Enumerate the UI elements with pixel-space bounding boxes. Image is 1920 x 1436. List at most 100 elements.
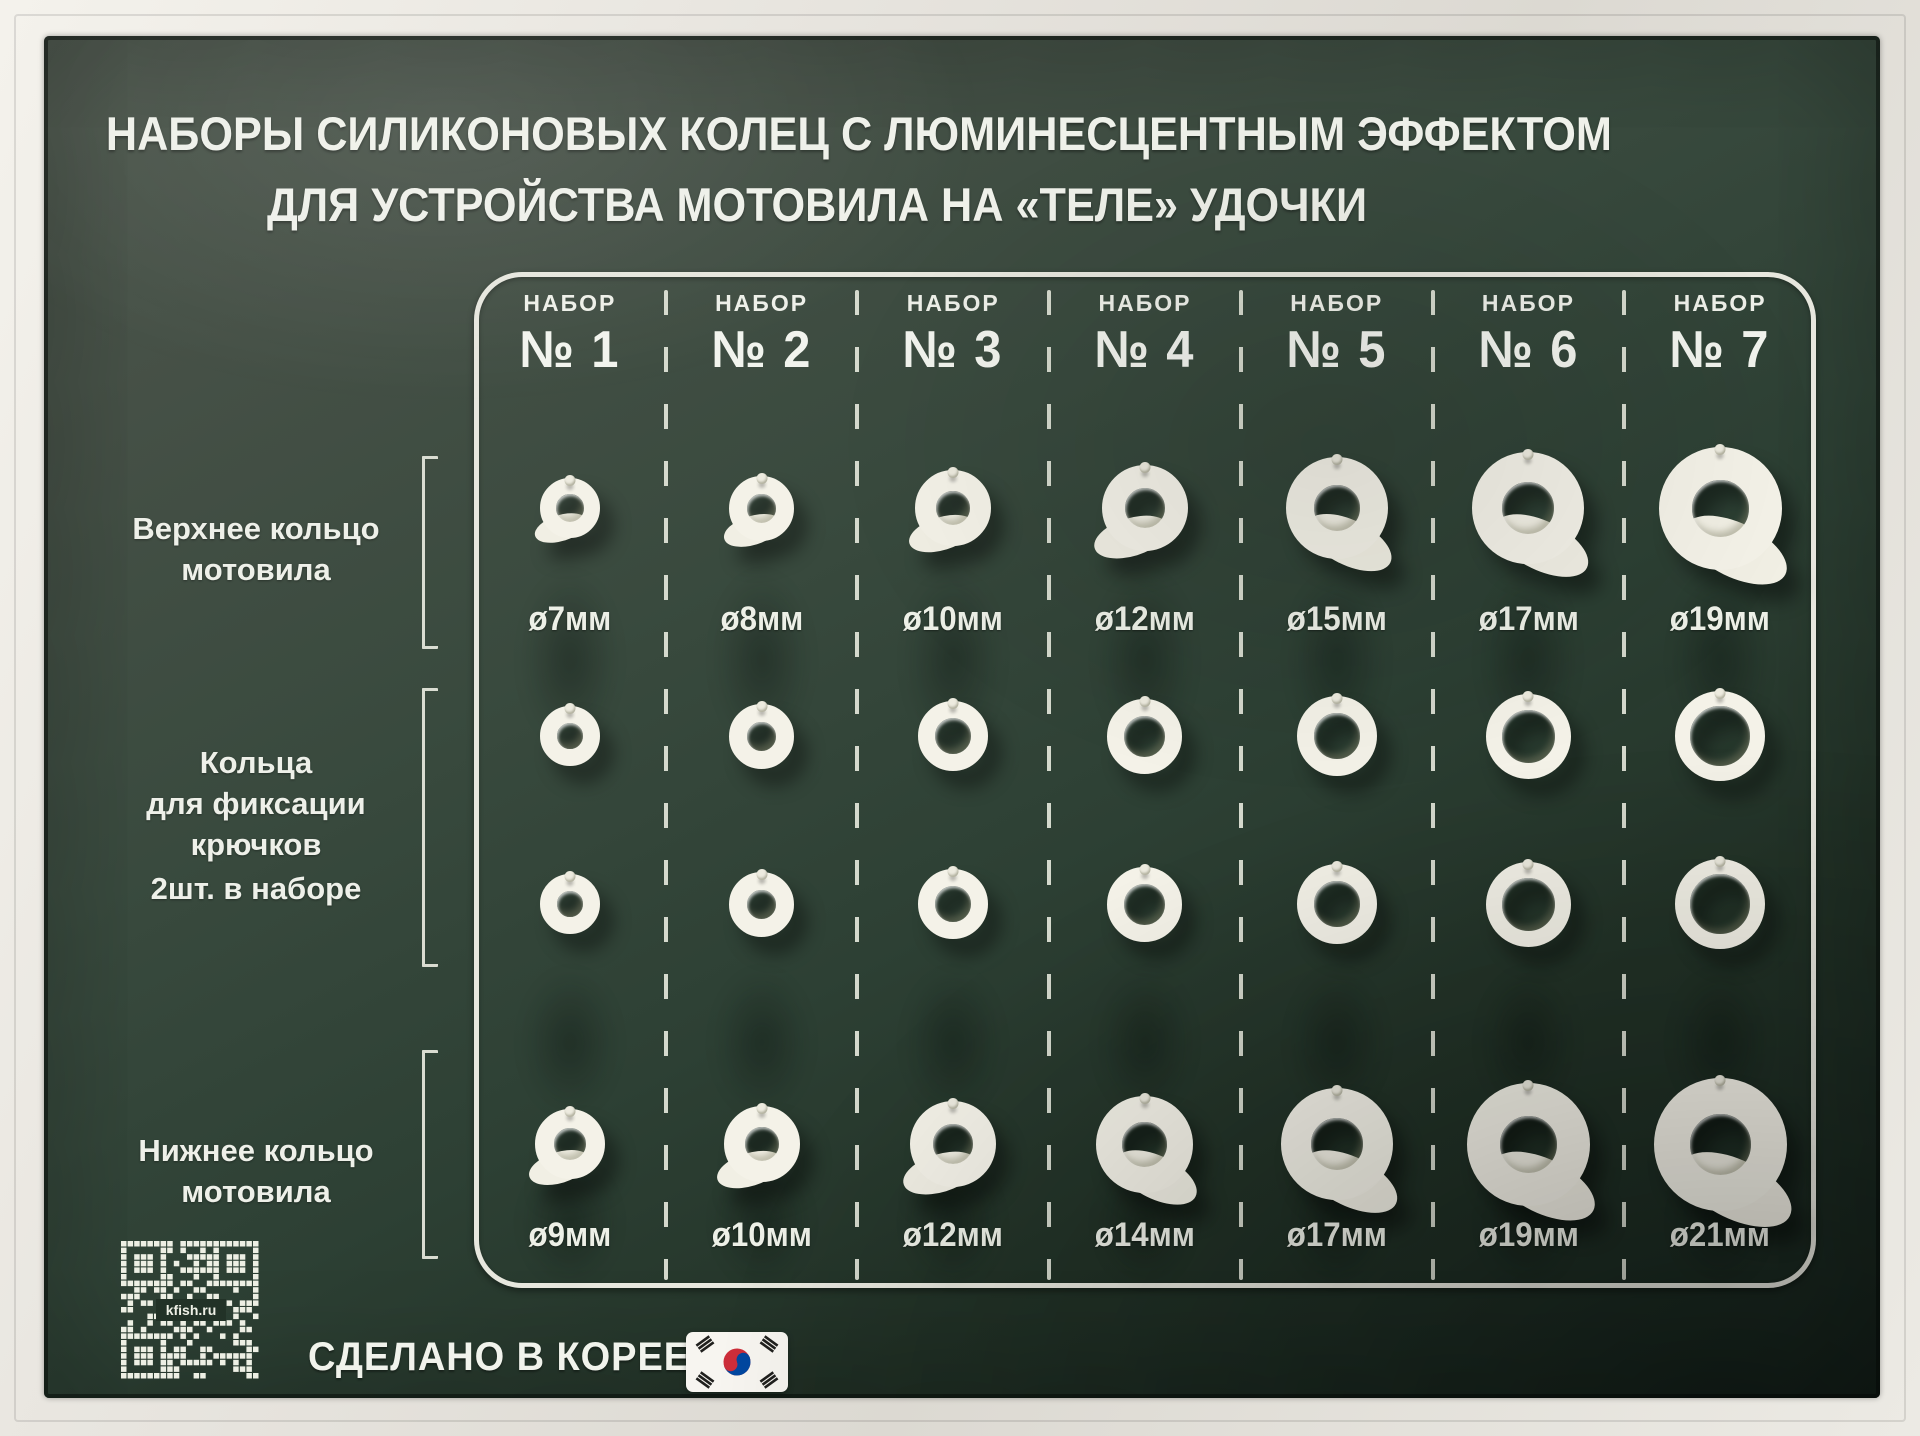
set-number: № 7 <box>1669 321 1771 379</box>
silicone-ring <box>1653 1077 1787 1211</box>
lower-ring-diameter-label: ø12мм <box>903 1216 1004 1254</box>
silicone-ring <box>915 470 992 546</box>
upper-reel-ring <box>904 467 992 560</box>
lower-reel-ring <box>712 1103 800 1196</box>
silicone-ring <box>1107 866 1183 942</box>
mounting-pin <box>1522 690 1534 702</box>
column-separator <box>1622 290 1627 1280</box>
lower-reel-ring <box>1466 1079 1605 1235</box>
mounting-pin <box>1139 695 1151 707</box>
silicone-ring <box>1675 859 1766 949</box>
silicone-ring <box>539 478 600 538</box>
hook-fixing-ring-2 <box>918 866 989 939</box>
upper-reel-ring <box>1472 449 1598 591</box>
mounting-pin <box>1522 858 1534 870</box>
silicone-ring <box>1675 691 1766 781</box>
silicone-ring <box>1485 861 1571 947</box>
hook-fixing-ring-2 <box>729 868 795 937</box>
sets-outline-box <box>474 272 1816 1288</box>
row-label-lower-ring: Нижнее кольцо мотовила <box>106 1130 406 1212</box>
silicone-ring <box>723 1106 800 1182</box>
silicone-ring <box>729 703 795 769</box>
shadow-smudge <box>713 970 810 1115</box>
upper-reel-ring <box>1658 443 1797 599</box>
hook-fixing-ring-1 <box>539 703 600 766</box>
set-number: № 6 <box>1477 321 1579 379</box>
row-label-upper-ring: Верхнее кольцо мотовила <box>106 508 406 590</box>
qr-label: kfish.ru <box>166 1302 217 1318</box>
row-label-text: Нижнее кольцо <box>138 1133 374 1168</box>
column-separator <box>663 290 668 1280</box>
column-separator <box>1238 290 1243 1280</box>
row-label-text: Кольца <box>199 745 313 780</box>
silicone-ring <box>1296 864 1377 944</box>
upper-ring-diameter-label: ø10мм <box>903 600 1004 638</box>
shadow-smudge <box>521 970 618 1115</box>
silicone-ring <box>1096 1095 1194 1193</box>
set-label: НАБОР <box>715 290 809 316</box>
hook-fixing-ring-2 <box>1675 856 1766 949</box>
set-label: НАБОР <box>1481 290 1575 316</box>
set-label: НАБОР <box>1098 290 1192 316</box>
mounting-pin <box>1331 693 1343 704</box>
set-number: № 1 <box>519 321 621 379</box>
row-label-text: мотовила <box>181 1174 331 1209</box>
hook-fixing-ring-2 <box>1296 861 1377 944</box>
korea-flag-icon <box>686 1332 788 1392</box>
hook-fixing-ring-2 <box>1485 858 1571 947</box>
silicone-ring <box>1658 446 1782 570</box>
mounting-pin <box>1522 449 1534 460</box>
lower-reel-ring <box>1653 1074 1803 1242</box>
mounting-pin <box>564 703 576 714</box>
lower-ring-diameter-label: ø14мм <box>1094 1216 1196 1254</box>
title-line-2: ДЛЯ УСТРОЙСТВА МОТОВИЛА НА «ТЕЛЕ» УДОЧКИ <box>266 178 1368 231</box>
lower-reel-ring <box>1280 1085 1407 1227</box>
mounting-pin <box>1714 688 1726 699</box>
mounting-pin <box>1139 1092 1151 1104</box>
upper-ring-diameter-label: ø17мм <box>1478 600 1579 638</box>
silicone-ring <box>539 706 600 766</box>
set-label: НАБОР <box>523 290 617 316</box>
shadow-smudge <box>905 970 1002 1115</box>
upper-ring-diameter-label: ø8мм <box>720 600 803 638</box>
set-column-6: НАБОР № 6 ø17мм ø19мм <box>1433 272 1625 1288</box>
mounting-pin <box>1714 443 1726 455</box>
made-in-korea-text: СДЕЛАНО В КОРЕЕ <box>308 1335 691 1379</box>
set-column-2: НАБОР № 2 ø8мм ø10мм <box>666 272 858 1288</box>
upper-ring-diameter-label: ø19мм <box>1670 600 1771 638</box>
mounting-pin <box>947 698 959 709</box>
hook-fixing-ring-1 <box>1107 695 1183 774</box>
silicone-ring <box>918 869 989 939</box>
bracket-upper-ring-row <box>422 456 438 649</box>
row-label-text: мотовила <box>181 552 331 587</box>
hook-fixing-ring-1 <box>1485 690 1571 779</box>
mounting-pin <box>947 1098 959 1109</box>
silicone-ring <box>1107 698 1183 774</box>
silicone-ring <box>729 871 795 937</box>
mounting-pin <box>1139 462 1151 473</box>
column-separator <box>855 290 860 1280</box>
board-title: НАБОРЫ СИЛИКОНОВЫХ КОЛЕЦ С ЛЮМИНЕСЦЕНТНЫ… <box>106 98 1612 240</box>
silicone-ring <box>1296 696 1377 776</box>
lower-ring-diameter-label: ø21мм <box>1670 1216 1771 1254</box>
lower-reel-ring <box>524 1106 605 1192</box>
mounting-pin <box>1331 454 1343 465</box>
silicone-ring <box>1485 693 1571 779</box>
bracket-lower-ring-row <box>422 1050 438 1259</box>
column-separator <box>1430 290 1435 1280</box>
silicone-ring <box>1280 1088 1393 1200</box>
hook-fixing-ring-1 <box>1296 693 1377 776</box>
silicone-ring <box>729 475 795 541</box>
set-number: № 5 <box>1286 321 1388 379</box>
set-label: НАБОР <box>1290 290 1384 316</box>
upper-ring-diameter-label: ø12мм <box>1094 600 1196 638</box>
mounting-pin <box>564 871 576 882</box>
upper-ring-diameter-label: ø15мм <box>1286 600 1387 638</box>
title-line-1: НАБОРЫ СИЛИКОНОВЫХ КОЛЕЦ С ЛЮМИНЕСЦЕНТНЫ… <box>105 107 1612 160</box>
upper-reel-ring <box>1089 462 1188 567</box>
lower-ring-diameter-label: ø9мм <box>528 1216 612 1254</box>
qr-code: kfish.ru <box>121 1241 259 1379</box>
set-column-1: НАБОР № 1 ø7мм ø9мм <box>474 272 666 1288</box>
mounting-pin <box>1331 1085 1343 1096</box>
